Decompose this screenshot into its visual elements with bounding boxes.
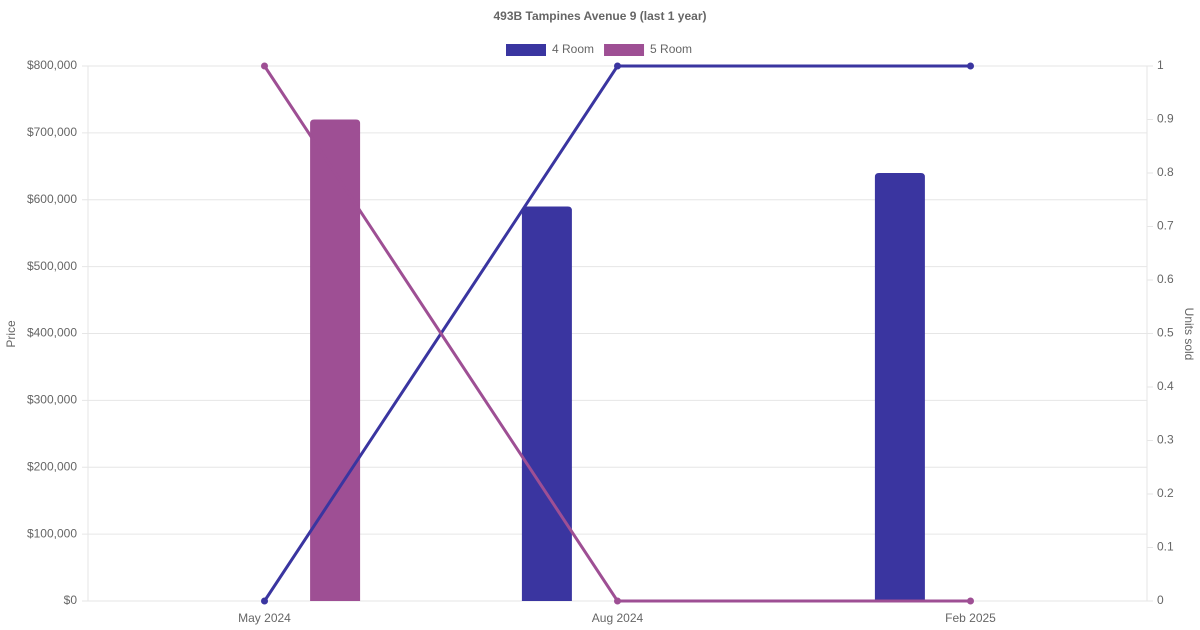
legend-label: 4 Room [552, 42, 594, 56]
x-tick-label: Feb 2025 [945, 611, 996, 625]
x-tick-label: Aug 2024 [592, 611, 644, 625]
y-tick-label: $100,000 [27, 526, 77, 540]
y2-tick-label: 0.3 [1157, 433, 1174, 447]
point [614, 597, 621, 605]
bar [521, 206, 572, 601]
y-tick-label: $800,000 [27, 58, 77, 72]
point [261, 62, 268, 70]
y2-tick-label: 1 [1157, 58, 1164, 72]
y2-tick-label: 0.6 [1157, 272, 1174, 286]
y-tick-label: $200,000 [27, 459, 77, 473]
y2-tick-label: 0.5 [1157, 326, 1174, 340]
y2-axis-title: Units sold [1182, 308, 1196, 361]
point [614, 62, 621, 70]
y-tick-label: $500,000 [27, 259, 77, 273]
y2-tick-label: 0.7 [1157, 219, 1174, 233]
y-tick-label: $400,000 [27, 326, 77, 340]
legend-label: 5 Room [650, 42, 692, 56]
y2-tick-label: 0 [1157, 593, 1164, 607]
y-tick-label: $700,000 [27, 125, 77, 139]
legend-swatch [604, 44, 645, 56]
y-tick-label: $300,000 [27, 393, 77, 407]
x-tick-label: May 2024 [238, 611, 291, 625]
bar [310, 119, 361, 601]
y2-tick-label: 0.9 [1157, 112, 1174, 126]
y2-tick-label: 0.2 [1157, 486, 1174, 500]
point [967, 62, 974, 70]
point [967, 597, 974, 605]
y-tick-label: $0 [64, 593, 78, 607]
chart-title: 493B Tampines Avenue 9 (last 1 year) [494, 9, 707, 23]
y-axis-title: Price [4, 320, 18, 348]
y-tick-label: $600,000 [27, 192, 77, 206]
y2-tick-label: 0.8 [1157, 165, 1174, 179]
y2-tick-label: 0.1 [1157, 540, 1174, 554]
bar [874, 173, 925, 601]
y2-tick-label: 0.4 [1157, 379, 1174, 393]
legend-swatch [506, 44, 546, 56]
point [261, 597, 268, 605]
